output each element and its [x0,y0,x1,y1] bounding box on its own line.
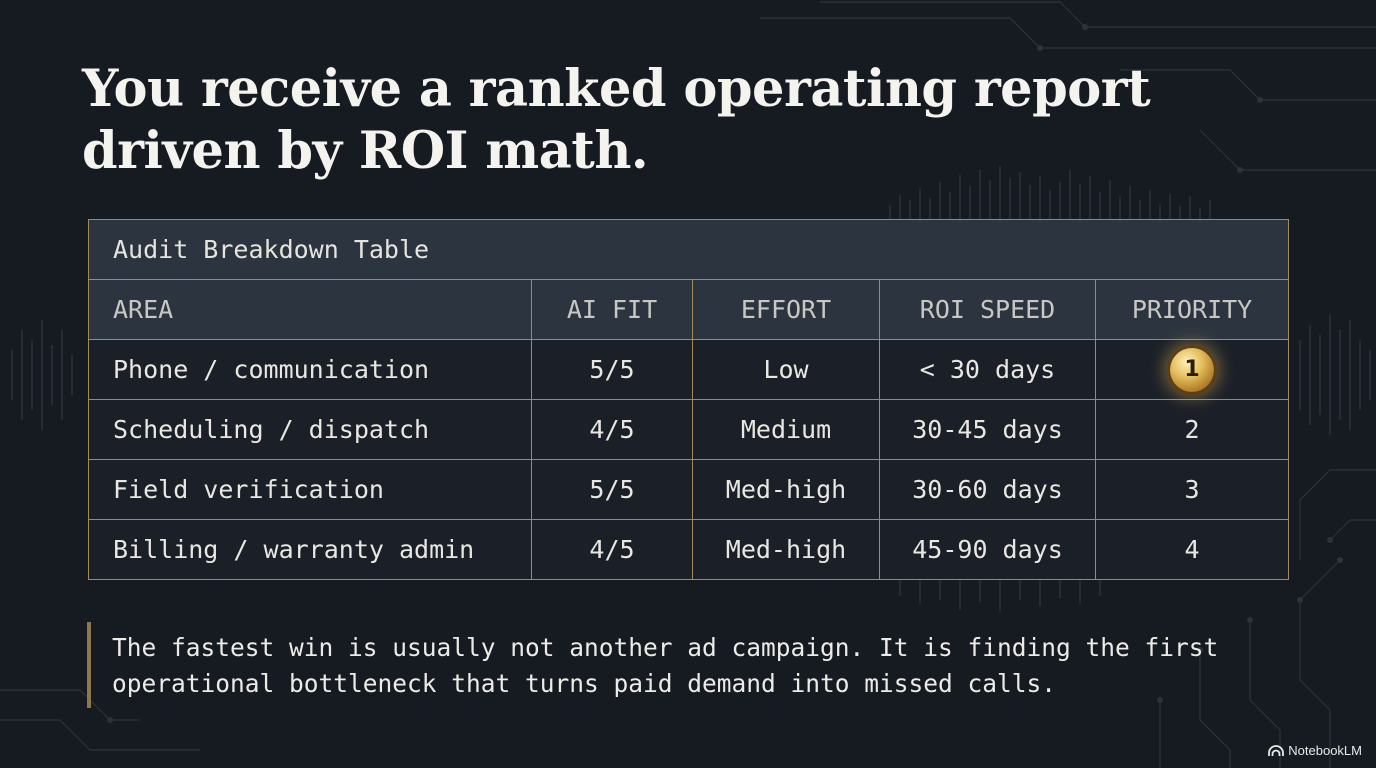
priority-cell: 4 [1094,519,1290,580]
notebooklm-logo-icon [1268,744,1285,756]
quote-accent-bar [87,622,91,708]
brand-label: NotebookLM [1288,743,1362,758]
area-cell: Scheduling / dispatch [88,399,532,460]
ai-fit-cell: 5/5 [531,459,693,520]
roi-speed-cell: 45-90 days [879,519,1096,580]
column-header-effort: EFFORT [692,279,880,340]
roi-speed-cell: < 30 days [879,339,1096,400]
ai-fit-cell: 4/5 [531,519,693,580]
area-cell: Field verification [88,459,532,520]
effort-cell: Med-high [692,459,880,520]
table-caption: Audit Breakdown Table [87,219,1290,280]
column-header-area: AREA [88,279,532,340]
column-header-roi-speed: ROI SPEED [879,279,1096,340]
ai-fit-cell: 5/5 [531,339,693,400]
roi-speed-cell: 30-45 days [879,399,1096,460]
roi-speed-cell: 30-60 days [879,459,1096,520]
priority-cell: 2 [1094,399,1290,460]
table-row: Field verification 5/5 Med-high 30-60 da… [88,459,1290,520]
effort-cell: Medium [692,399,880,460]
area-cell: Billing / warranty admin [88,519,532,580]
table-row: Billing / warranty admin 4/5 Med-high 45… [88,519,1290,580]
priority-cell: 1 [1094,339,1290,400]
table-header-row: AREA AI FIT EFFORT ROI SPEED PRIORITY [88,279,1290,340]
effort-cell: Low [692,339,880,400]
area-cell: Phone / communication [88,339,532,400]
gold-medal-icon: 1 [1170,347,1215,392]
brand-watermark: NotebookLM [1268,743,1362,758]
effort-cell: Med-high [692,519,880,580]
priority-cell: 3 [1094,459,1290,520]
table-row: Scheduling / dispatch 4/5 Medium 30-45 d… [88,399,1290,460]
table-caption-row: Audit Breakdown Table [87,219,1290,280]
column-header-ai-fit: AI FIT [531,279,693,340]
ai-fit-cell: 4/5 [531,399,693,460]
page-title: You receive a ranked operating report dr… [82,59,1151,181]
table-row: Phone / communication 5/5 Low < 30 days … [88,339,1290,400]
pull-quote: The fastest win is usually not another a… [112,633,1219,698]
column-header-priority: PRIORITY [1094,279,1290,340]
audit-breakdown-table: Audit Breakdown Table AREA AI FIT EFFORT… [87,219,1290,580]
